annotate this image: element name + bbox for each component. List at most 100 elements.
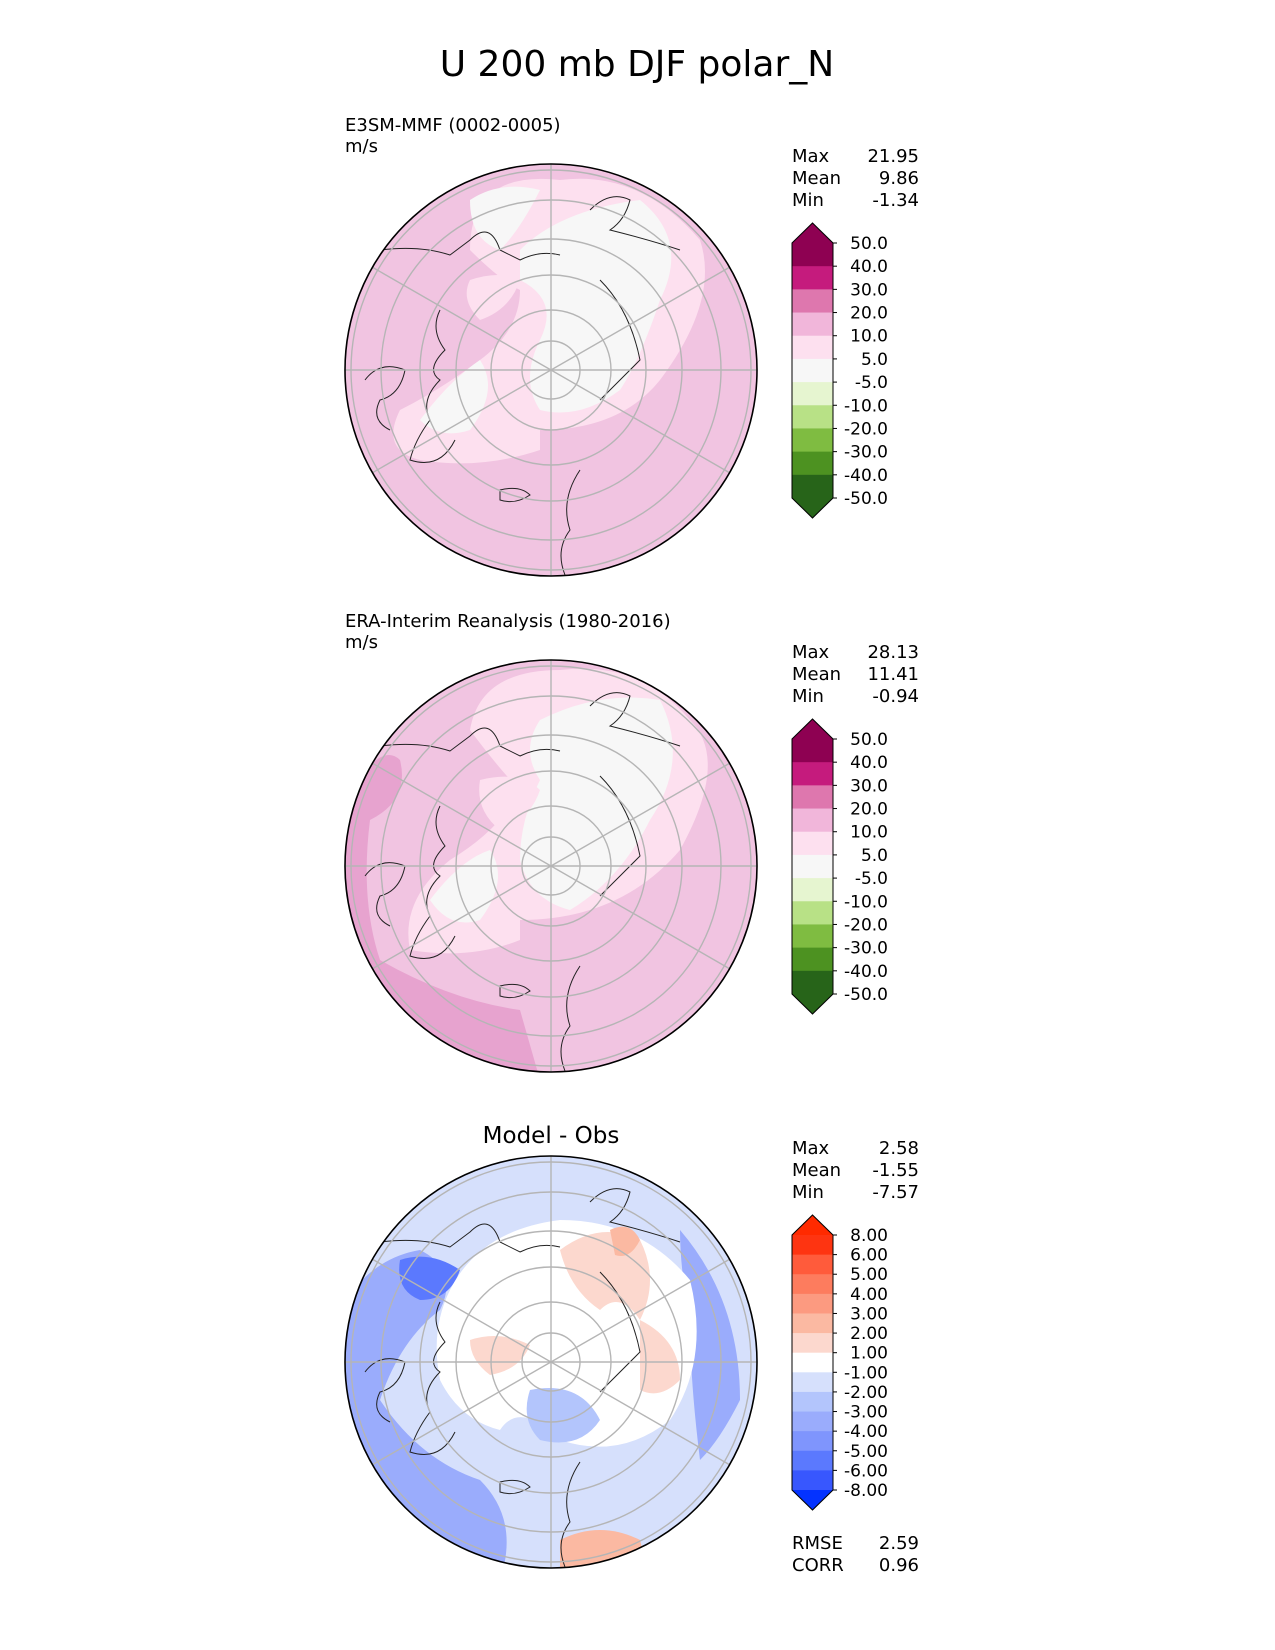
stats-box: Max 2.58 Mean -1.55 Min -7.57 <box>792 1138 919 1203</box>
stat-value: 21.95 <box>867 146 919 167</box>
map-boundary <box>344 659 758 1073</box>
coastlines <box>364 1188 681 1568</box>
colorbar-segment <box>792 854 833 879</box>
colorbar-segment <box>792 739 833 763</box>
colorbar-tick-label: -30.0 <box>844 443 888 463</box>
stat-label: Mean <box>792 1160 841 1181</box>
colorbar-segment <box>792 1352 833 1373</box>
colorbar-segment <box>792 1333 833 1354</box>
stat-value: -0.94 <box>872 686 919 707</box>
panel-units: m/s <box>345 136 378 157</box>
panel-name: ERA-Interim Reanalysis (1980-2016) <box>345 611 671 632</box>
colorbar-segment <box>792 1313 833 1334</box>
stat-label: Min <box>792 686 824 707</box>
colorbar-tick-label: 5.0 <box>861 846 888 866</box>
panel-obs: ERA-Interim Reanalysis (1980-2016) m/s <box>344 611 919 1073</box>
colorbar: 50.0 40.0 30.0 20.0 10.0 5.0 -5.0 -10.0 -20.0 -30… <box>791 222 888 519</box>
colorbar-extend-bottom <box>792 994 833 1014</box>
colorbar-tick-label: -20.0 <box>844 419 888 439</box>
stat-label: Mean <box>792 664 841 685</box>
colorbar-segment <box>792 1293 833 1314</box>
stat-value: 11.41 <box>867 664 919 685</box>
colorbar-segment <box>792 405 833 429</box>
stats-box: Max 21.95 Mean 9.86 Min -1.34 <box>792 146 919 211</box>
colorbar-tick-label: 10.0 <box>850 823 888 843</box>
stat-value: 9.86 <box>879 168 919 189</box>
colorbar-segment <box>792 878 833 902</box>
colorbar-segment <box>792 358 833 383</box>
colorbar-segment <box>792 1235 833 1256</box>
colorbar-segment <box>792 785 833 810</box>
colorbar-tick-label: 20.0 <box>850 304 888 324</box>
colorbar: 50.0 40.0 30.0 20.0 10.0 5.0 -5.0 -10.0 -20.0 -30… <box>791 718 888 1015</box>
colorbar-tick-label: 50.0 <box>850 234 888 254</box>
stat-label: Min <box>792 190 824 211</box>
colorbar-tick-label: -50.0 <box>844 985 888 1005</box>
colorbar-tick-label: -2.00 <box>844 1383 888 1403</box>
colorbar-segment <box>792 1411 833 1432</box>
colorbar-tick-label: -8.00 <box>844 1481 888 1501</box>
colorbar-segment <box>792 1254 833 1275</box>
colorbar-tick-label: 3.00 <box>850 1304 888 1324</box>
stat-value: -1.55 <box>872 1160 919 1181</box>
colorbar-tick-label: 20.0 <box>850 800 888 820</box>
colorbar-tick-label: 50.0 <box>850 730 888 750</box>
stat-value: 2.58 <box>879 1138 919 1159</box>
colorbar-tick-label: -40.0 <box>844 962 888 982</box>
stat-value: -7.57 <box>872 1182 919 1203</box>
map-boundary <box>344 1155 758 1569</box>
error-stats-box: RMSE 2.59 CORR 0.96 <box>792 1533 919 1576</box>
colorbar-segment <box>792 1274 833 1295</box>
map-field <box>345 660 757 1072</box>
colorbar-tick-label: -5.00 <box>844 1442 888 1462</box>
colorbar-extend-top <box>792 1215 833 1235</box>
colorbar-segment <box>792 451 833 476</box>
colorbar-segment <box>792 901 833 925</box>
colorbar-tick-label: -10.0 <box>844 396 888 416</box>
colorbar-tick-label: 6.00 <box>850 1246 888 1266</box>
colorbar-extend-top <box>792 223 833 243</box>
colorbar-segment <box>792 289 833 314</box>
colorbar-tick-label: 8.00 <box>850 1226 888 1246</box>
coastlines <box>364 196 681 576</box>
colorbar-tick-label: -4.00 <box>844 1422 888 1442</box>
map-boundary <box>344 163 758 577</box>
colorbar-segment <box>792 808 833 833</box>
colorbar-segment <box>792 243 833 267</box>
graticule <box>345 660 757 1072</box>
colorbar-segment <box>792 1391 833 1413</box>
colorbar-tick-label: 30.0 <box>850 776 888 796</box>
colorbar-tick-label: 40.0 <box>850 753 888 773</box>
colorbar-tick-label: 5.0 <box>861 350 888 370</box>
panel-units: m/s <box>345 632 378 653</box>
colorbar-tick-label: -5.0 <box>855 373 888 393</box>
colorbar-tick-label: -50.0 <box>844 489 888 509</box>
colorbar-extend-bottom <box>792 498 833 518</box>
colorbar-tick-label: 10.0 <box>850 327 888 347</box>
stat-label: Max <box>792 146 830 167</box>
colorbar-tick-label: -20.0 <box>844 915 888 935</box>
colorbar-segment <box>792 1372 833 1393</box>
colorbar-segment <box>792 924 833 949</box>
colorbar-segment <box>792 266 833 290</box>
colorbar-segment <box>792 1470 833 1491</box>
colorbar-tick-label: 40.0 <box>850 257 888 277</box>
stat-label: Mean <box>792 168 841 189</box>
panel-diff: Model - Obs <box>344 1123 919 1576</box>
colorbar-tick-label: 4.00 <box>850 1285 888 1305</box>
colorbar-tick-label: -1.00 <box>844 1363 888 1383</box>
stat-value: 2.59 <box>879 1533 919 1554</box>
coastlines <box>364 692 681 1072</box>
colorbar-tick-label: 1.00 <box>850 1344 888 1364</box>
stat-label: Max <box>792 642 830 663</box>
colorbar-segment <box>792 428 833 453</box>
colorbar-segment <box>792 1450 833 1471</box>
colorbar-segment <box>792 970 833 995</box>
panel-name: E3SM-MMF (0002-0005) <box>345 115 561 136</box>
colorbar-tick-label: 30.0 <box>850 280 888 300</box>
stat-value: 28.13 <box>867 642 919 663</box>
stat-label: RMSE <box>792 1533 843 1554</box>
stat-value: -1.34 <box>872 190 919 211</box>
colorbar-tick-label: 2.00 <box>850 1324 888 1344</box>
